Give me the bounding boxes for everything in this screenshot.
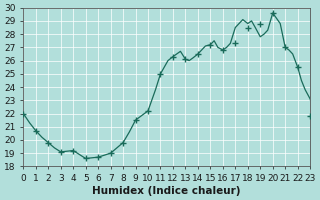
X-axis label: Humidex (Indice chaleur): Humidex (Indice chaleur): [92, 186, 241, 196]
